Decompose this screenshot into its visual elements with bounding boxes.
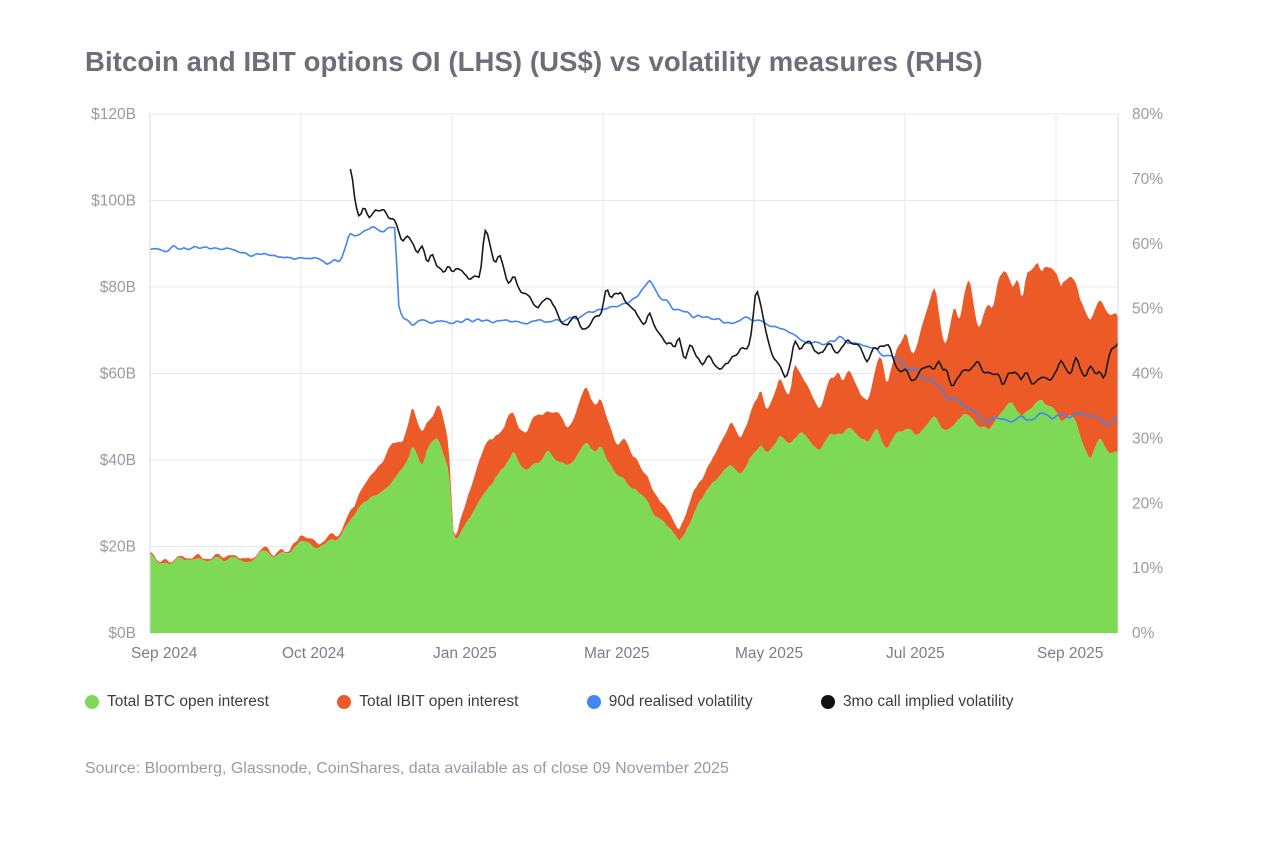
svg-text:30%: 30%: [1132, 430, 1163, 447]
svg-text:Mar 2025: Mar 2025: [584, 645, 649, 662]
svg-text:0%: 0%: [1132, 625, 1155, 642]
svg-text:Sep 2025: Sep 2025: [1037, 645, 1103, 662]
svg-text:70%: 70%: [1132, 171, 1163, 188]
svg-text:60%: 60%: [1132, 236, 1163, 253]
svg-text:Jan 2025: Jan 2025: [433, 645, 497, 662]
svg-text:50%: 50%: [1132, 301, 1163, 318]
svg-text:80%: 80%: [1132, 106, 1163, 123]
svg-text:10%: 10%: [1132, 560, 1163, 577]
svg-text:Sep 2024: Sep 2024: [131, 645, 198, 662]
svg-text:$40B: $40B: [100, 452, 136, 469]
svg-text:$100B: $100B: [91, 193, 136, 210]
svg-text:Oct 2024: Oct 2024: [282, 645, 345, 662]
svg-text:May 2025: May 2025: [735, 645, 803, 662]
svg-text:Jul 2025: Jul 2025: [886, 645, 945, 662]
svg-text:$0B: $0B: [108, 625, 136, 642]
svg-text:$60B: $60B: [100, 366, 136, 383]
svg-text:$120B: $120B: [91, 106, 136, 123]
svg-text:40%: 40%: [1132, 366, 1163, 383]
svg-text:$20B: $20B: [100, 539, 136, 556]
svg-text:20%: 20%: [1132, 495, 1163, 512]
svg-text:$80B: $80B: [100, 279, 136, 296]
